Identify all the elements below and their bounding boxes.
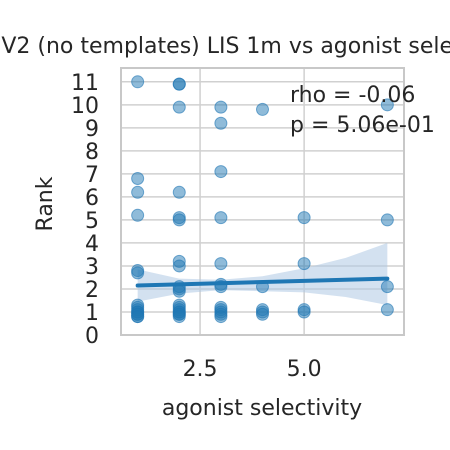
x-tick-label: 2.5 <box>183 357 218 382</box>
annotation-rho: rho = -0.06 <box>290 83 415 108</box>
data-point <box>297 211 311 225</box>
y-tick-label: 11 <box>71 71 99 96</box>
data-point <box>297 305 311 319</box>
plot-frame <box>120 67 405 336</box>
data-point <box>131 171 145 185</box>
y-tick-label: 5 <box>85 209 99 234</box>
data-point <box>172 77 186 91</box>
data-point <box>131 266 145 280</box>
data-point <box>214 211 228 225</box>
y-tick-label: 2 <box>85 278 99 303</box>
data-point <box>256 307 269 321</box>
y-axis-label: Rank <box>33 176 58 231</box>
data-point <box>380 98 394 112</box>
confidence-band-area <box>137 242 388 306</box>
y-tick-label: 7 <box>85 163 99 188</box>
data-point <box>172 100 186 114</box>
data-point <box>172 213 186 227</box>
x-axis-label: agonist selectivity <box>162 396 362 421</box>
y-tick-label: 10 <box>71 94 99 119</box>
data-point <box>131 208 145 222</box>
regression-line-group <box>135 276 390 288</box>
data-point <box>214 100 228 114</box>
data-point <box>172 185 186 199</box>
confidence-band <box>137 242 388 306</box>
x-tick-label: 5.0 <box>287 357 322 382</box>
data-point <box>297 257 311 271</box>
y-tick-label: 9 <box>85 117 99 142</box>
data-point <box>172 259 186 273</box>
data-points <box>131 75 394 324</box>
data-point <box>380 303 394 317</box>
data-point <box>172 284 186 298</box>
data-point <box>214 165 228 179</box>
y-tick-label: 0 <box>85 324 99 349</box>
y-tick-label: 3 <box>85 255 99 280</box>
data-point <box>380 280 394 294</box>
data-point <box>256 102 269 116</box>
data-point <box>172 310 186 324</box>
annotation-p: p = 5.06e-01 <box>290 113 435 138</box>
data-point <box>214 310 228 324</box>
y-tick-label: 1 <box>85 301 99 326</box>
data-point <box>380 213 394 227</box>
y-tick-label: 8 <box>85 140 99 165</box>
y-tick-label: 6 <box>85 186 99 211</box>
chart-title: V2 (no templates) LIS 1m vs agonist sele… <box>1 34 450 59</box>
data-point <box>131 185 145 199</box>
y-tick-label: 4 <box>85 232 99 257</box>
regression-line <box>135 276 390 288</box>
data-point <box>131 310 145 324</box>
data-point <box>214 257 228 271</box>
data-point <box>131 75 145 89</box>
data-point <box>214 116 228 130</box>
